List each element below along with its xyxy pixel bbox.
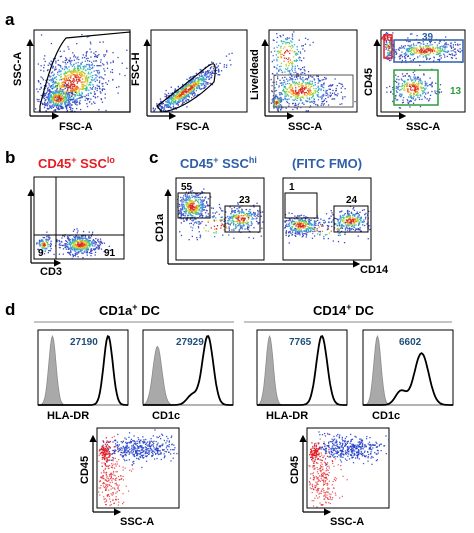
- d-group1-title: CD1a+ DC: [99, 302, 161, 318]
- dots-d2: [308, 431, 390, 508]
- histogram-cd14-hladr: 7765 HLA-DR: [256, 329, 348, 422]
- a3-xlabel: SSC-A: [288, 121, 322, 133]
- c-title-1: CD45+ SSChi: [180, 155, 257, 171]
- plot-a1: SSC-A FSC-A: [12, 29, 131, 133]
- c-ylabel: CD1a: [154, 213, 166, 242]
- h2-mfi: 7765: [289, 337, 312, 348]
- a4-gate-green-value: 13: [450, 86, 462, 97]
- plot-a4: 46 39 13 CD45 SSC-A: [363, 29, 466, 133]
- histogram-cd14-cd1c: 6602 CD1c: [362, 329, 454, 422]
- dots-c1: [177, 188, 264, 241]
- c1-gate-right: [224, 205, 261, 233]
- a2-xlabel: FSC-A: [176, 121, 210, 133]
- plot-a3: Live/dead SSC-A: [249, 29, 358, 133]
- gate-a4-red: [383, 34, 393, 59]
- a1-ylabel: SSC-A: [12, 52, 24, 86]
- dots-b: [36, 228, 111, 260]
- dots-a1: [35, 34, 128, 113]
- a4-gate-blue-value: 39: [422, 32, 434, 43]
- d-group2-title: CD14+ DC: [313, 302, 375, 318]
- c1-right-value: 23: [239, 195, 251, 206]
- d1-ylabel: CD45: [79, 456, 91, 484]
- plot-c2: 1 24: [282, 177, 372, 261]
- a3-ylabel: Live/dead: [249, 49, 261, 100]
- c2-gate-right: [333, 205, 369, 233]
- gate-a4-green: [393, 69, 439, 106]
- histogram-cd1a-cd1c: 27929 CD1c: [142, 329, 234, 422]
- histogram-cd1a-hladr: 27190 HLA-DR: [37, 329, 129, 422]
- dots-a2: [152, 52, 233, 113]
- a4-xlabel: SSC-A: [406, 121, 440, 133]
- c1-left-value: 55: [181, 182, 193, 193]
- a1-xlabel: FSC-A: [59, 121, 93, 133]
- c2-right-value: 24: [346, 195, 358, 206]
- gate-a4-blue: [393, 39, 464, 63]
- h0-mfi: 27190: [70, 337, 98, 348]
- d1-xlabel: SSC-A: [120, 516, 154, 528]
- dots-c2: [284, 205, 371, 244]
- panel-a-label: a: [5, 10, 15, 29]
- panel-b-label: b: [5, 148, 15, 167]
- gate-a3: [273, 74, 354, 108]
- a4-ylabel: CD45: [363, 68, 375, 96]
- backgating-cd14: CD45 SSC-A: [289, 427, 390, 528]
- c2-gate-left: [284, 192, 318, 219]
- d2-ylabel: CD45: [289, 456, 301, 484]
- c-xlabel: CD14: [360, 264, 389, 276]
- h3-mfi: 6602: [399, 337, 422, 348]
- a4-gate-red-value: 46: [381, 33, 393, 44]
- c1-gate-left: [177, 192, 211, 219]
- gate-a1: [39, 31, 131, 113]
- d2-xlabel: SSC-A: [330, 516, 364, 528]
- c2-left-value: 1: [289, 182, 295, 193]
- a2-ylabel: FSC-H: [130, 52, 142, 86]
- h1-mfi: 27929: [176, 337, 204, 348]
- b-q-left: 9: [38, 248, 44, 259]
- h1-xlabel: CD1c: [152, 410, 180, 422]
- backgating-cd1a: CD45 SSC-A: [79, 427, 180, 528]
- b-xlabel: CD3: [40, 266, 62, 278]
- h3-xlabel: CD1c: [372, 410, 400, 422]
- b-q-right: 91: [104, 248, 116, 259]
- dots-d1: [98, 429, 178, 506]
- c-title-2: (FITC FMO): [292, 156, 362, 171]
- b-title: CD45+ SSClo: [38, 155, 115, 171]
- plot-a2: FSC-H FSC-A: [130, 29, 248, 133]
- plot-c1: 55 23: [175, 177, 265, 261]
- gate-a2: [156, 63, 216, 113]
- plot-b: 9 91 CD3: [27, 176, 125, 278]
- panel-c-label: c: [149, 148, 158, 167]
- panel-d-label: d: [5, 300, 15, 319]
- h2-xlabel: HLA-DR: [266, 410, 308, 422]
- h0-xlabel: HLA-DR: [47, 410, 89, 422]
